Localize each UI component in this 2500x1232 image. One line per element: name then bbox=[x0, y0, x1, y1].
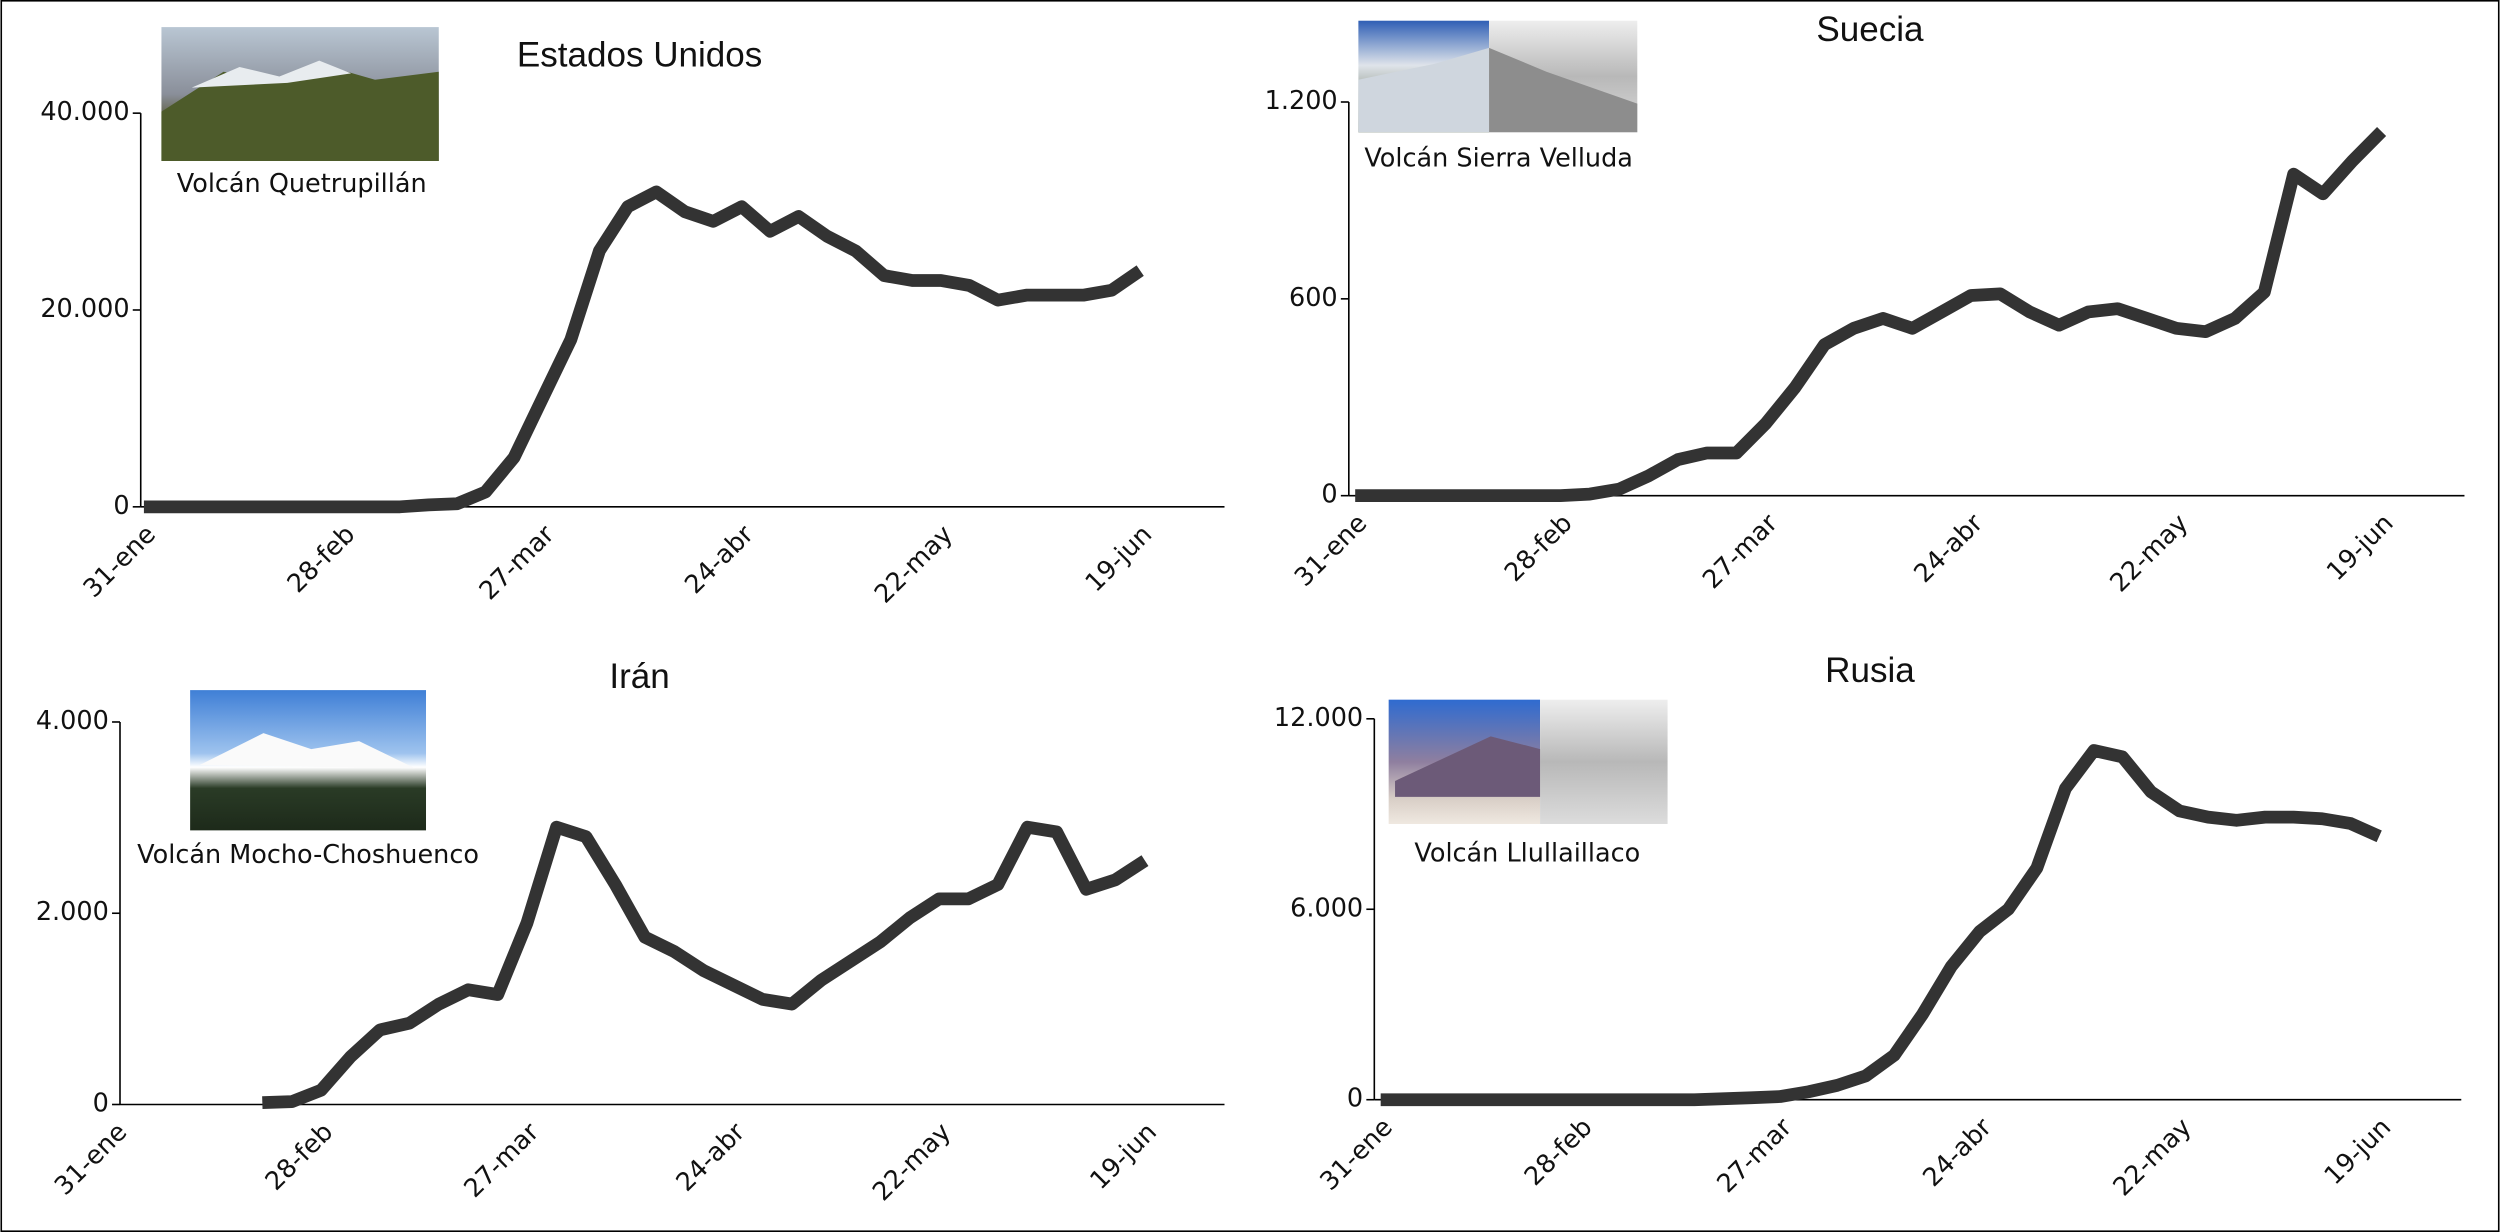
y-tick-label: 40.000 bbox=[40, 97, 129, 127]
photo bbox=[161, 27, 439, 161]
chart-title: Rusia bbox=[1825, 651, 1915, 690]
photo bbox=[1388, 699, 1668, 824]
chart-title: Estados Unidos bbox=[517, 36, 762, 75]
photo bbox=[190, 690, 427, 831]
data-line bbox=[262, 820, 1149, 1109]
image-caption: Volcán Llullaillaco bbox=[1414, 838, 1640, 868]
photo bbox=[1358, 20, 1638, 133]
data-line bbox=[1380, 744, 2382, 1107]
chart-title: Suecia bbox=[1816, 10, 1924, 49]
y-tick-label: 0 bbox=[113, 491, 129, 521]
y-tick-label: 12.000 bbox=[1274, 703, 1363, 733]
image-caption: Volcán Quetrupillán bbox=[177, 169, 427, 199]
image-caption: Volcán Sierra Velluda bbox=[1364, 143, 1633, 173]
y-tick-label: 0 bbox=[1321, 480, 1337, 510]
y-tick-label: 600 bbox=[1289, 283, 1338, 313]
chart-title: Irán bbox=[609, 657, 669, 696]
y-tick-label: 6.000 bbox=[1290, 893, 1363, 923]
y-tick-label: 0 bbox=[1347, 1084, 1363, 1114]
data-line bbox=[143, 185, 1144, 514]
y-tick-label: 4.000 bbox=[36, 706, 109, 736]
image-caption: Volcán Mocho-Choshuenco bbox=[137, 840, 479, 870]
y-tick-label: 1.200 bbox=[1265, 86, 1338, 116]
y-tick-label: 2.000 bbox=[36, 897, 109, 927]
data-line bbox=[1355, 127, 2387, 503]
y-tick-label: 20.000 bbox=[40, 294, 129, 324]
y-tick-label: 0 bbox=[93, 1088, 109, 1118]
